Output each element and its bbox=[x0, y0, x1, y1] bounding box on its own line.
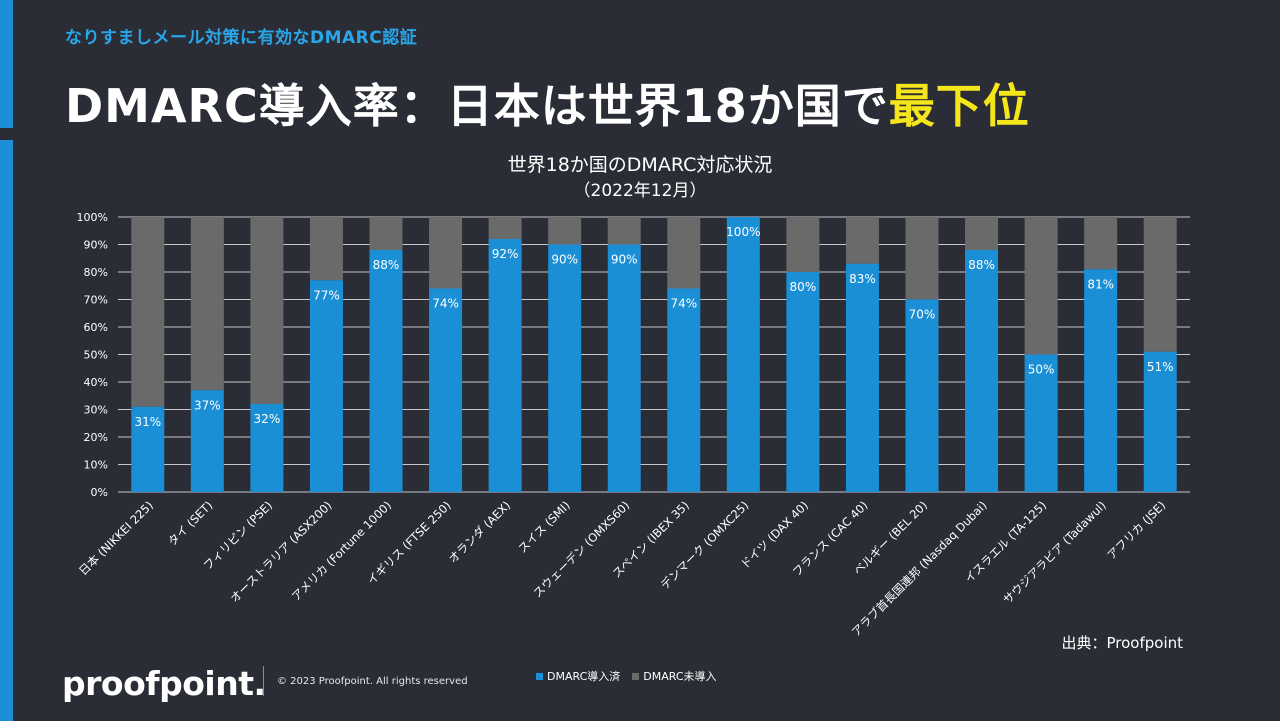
bar-not-adopted bbox=[131, 217, 165, 407]
bar-adopted bbox=[607, 244, 641, 492]
bar-not-adopted bbox=[1024, 217, 1058, 355]
category-label: アフリカ (JSE) bbox=[1104, 498, 1168, 562]
bar-adopted bbox=[250, 404, 284, 492]
chart-subtitle: （2022年12月） bbox=[573, 181, 707, 201]
headline-highlight: 最下位 bbox=[888, 79, 1030, 133]
data-label: 92% bbox=[492, 247, 519, 261]
legend-item-adopted: DMARC導入済 bbox=[536, 668, 620, 684]
category-label: オランダ (AEX) bbox=[446, 498, 514, 566]
category-label: オーストラリア (ASX200) bbox=[227, 498, 334, 605]
data-label: 88% bbox=[373, 258, 400, 272]
accent-bar-bottom bbox=[0, 140, 13, 721]
copyright-text: © 2023 Proofpoint. All rights reserved bbox=[277, 676, 468, 687]
data-label: 32% bbox=[254, 412, 281, 426]
legend-label-adopted: DMARC導入済 bbox=[547, 670, 621, 683]
y-tick-label: 30% bbox=[84, 404, 108, 417]
bar-adopted bbox=[1084, 269, 1118, 492]
headline-main: DMARC導入率：日本は世界18か国で bbox=[65, 79, 889, 133]
bar-adopted bbox=[786, 272, 820, 492]
bar-adopted bbox=[548, 244, 582, 492]
bar-not-adopted bbox=[786, 217, 820, 272]
bar-not-adopted bbox=[965, 217, 999, 250]
bar-not-adopted bbox=[845, 217, 879, 264]
data-label: 74% bbox=[432, 297, 459, 311]
bar-not-adopted bbox=[190, 217, 224, 391]
bar-not-adopted bbox=[667, 217, 701, 289]
data-label: 50% bbox=[1028, 363, 1055, 377]
bar-not-adopted bbox=[905, 217, 939, 300]
bar-adopted bbox=[667, 288, 701, 492]
bar-not-adopted bbox=[607, 217, 641, 245]
data-label: 51% bbox=[1147, 360, 1174, 374]
y-tick-label: 50% bbox=[84, 349, 108, 362]
bar-not-adopted bbox=[1084, 217, 1118, 270]
legend-label-not-adopted: DMARC未導入 bbox=[643, 670, 717, 683]
legend-swatch-adopted bbox=[536, 672, 543, 680]
legend-item-not-adopted: DMARC未導入 bbox=[632, 668, 717, 684]
data-label: 90% bbox=[611, 253, 638, 267]
source-note: 出典：Proofpoint bbox=[1061, 634, 1183, 652]
data-label: 81% bbox=[1087, 277, 1114, 291]
category-label: スイス (SMI) bbox=[515, 498, 573, 556]
data-label: 100% bbox=[726, 225, 760, 239]
y-tick-label: 60% bbox=[84, 321, 108, 334]
bar-adopted bbox=[488, 239, 522, 492]
bar-adopted bbox=[369, 250, 403, 492]
data-label: 77% bbox=[313, 288, 340, 302]
proofpoint-logo: proofpoint. bbox=[62, 664, 266, 703]
category-label: アメリカ (Fortune 1000) bbox=[289, 498, 394, 603]
y-tick-label: 100% bbox=[77, 211, 108, 224]
slide-subtitle: なりすましメール対策に有効なDMARC認証 bbox=[65, 28, 418, 48]
bar-adopted bbox=[965, 250, 999, 492]
category-label: サウジアラビア (Tadawul) bbox=[1000, 498, 1109, 607]
y-tick-label: 80% bbox=[84, 266, 108, 279]
bar-adopted bbox=[190, 390, 224, 492]
bar-not-adopted bbox=[429, 217, 463, 289]
bar-adopted bbox=[845, 263, 879, 492]
bar-adopted bbox=[726, 217, 760, 492]
data-label: 31% bbox=[134, 415, 161, 429]
data-label: 70% bbox=[909, 308, 936, 322]
bar-not-adopted bbox=[1143, 217, 1177, 352]
data-label: 37% bbox=[194, 398, 221, 412]
y-tick-label: 70% bbox=[84, 294, 108, 307]
data-label: 74% bbox=[670, 297, 697, 311]
footer-divider bbox=[263, 666, 264, 696]
chart-legend: DMARC導入済 DMARC未導入 bbox=[536, 668, 717, 684]
data-label: 90% bbox=[551, 253, 578, 267]
bar-adopted bbox=[429, 288, 463, 492]
category-label: 日本 (NIKKEI 225) bbox=[76, 498, 156, 578]
bar-adopted bbox=[1024, 354, 1058, 492]
bar-adopted bbox=[905, 299, 939, 492]
data-label: 80% bbox=[790, 280, 817, 294]
legend-swatch-not-adopted bbox=[632, 672, 640, 680]
bar-adopted bbox=[131, 406, 165, 492]
bar-not-adopted bbox=[369, 217, 403, 250]
bar-adopted bbox=[309, 280, 343, 492]
data-label: 88% bbox=[968, 258, 995, 272]
category-label: スウェーデン (OMXS60) bbox=[530, 498, 632, 600]
y-tick-label: 10% bbox=[84, 459, 108, 472]
y-tick-label: 40% bbox=[84, 376, 108, 389]
bar-not-adopted bbox=[309, 217, 343, 281]
y-tick-label: 90% bbox=[84, 239, 108, 252]
data-label: 83% bbox=[849, 272, 876, 286]
bar-not-adopted bbox=[548, 217, 582, 245]
bar-not-adopted bbox=[250, 217, 284, 404]
accent-bar-top bbox=[0, 0, 13, 128]
chart-title: 世界18か国のDMARC対応状況 bbox=[507, 154, 773, 176]
y-tick-label: 20% bbox=[84, 431, 108, 444]
category-label: タイ (SET) bbox=[165, 498, 215, 548]
slide-headline: DMARC導入率：日本は世界18か国で最下位 bbox=[65, 70, 1030, 136]
bar-not-adopted bbox=[488, 217, 522, 239]
bar-adopted bbox=[1143, 351, 1177, 492]
y-tick-label: 0% bbox=[91, 486, 108, 499]
